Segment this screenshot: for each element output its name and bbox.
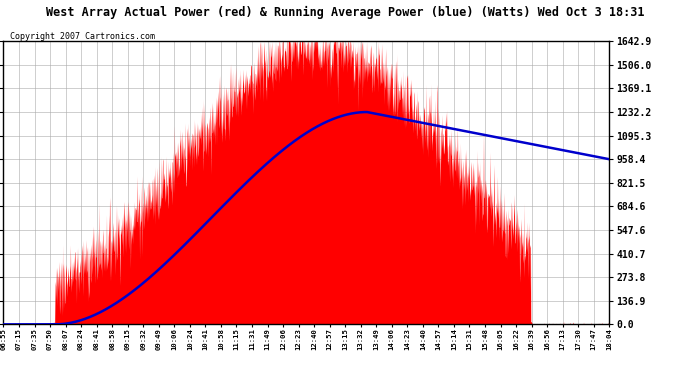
Text: West Array Actual Power (red) & Running Average Power (blue) (Watts) Wed Oct 3 1: West Array Actual Power (red) & Running … (46, 6, 644, 19)
Text: Copyright 2007 Cartronics.com: Copyright 2007 Cartronics.com (10, 32, 155, 41)
